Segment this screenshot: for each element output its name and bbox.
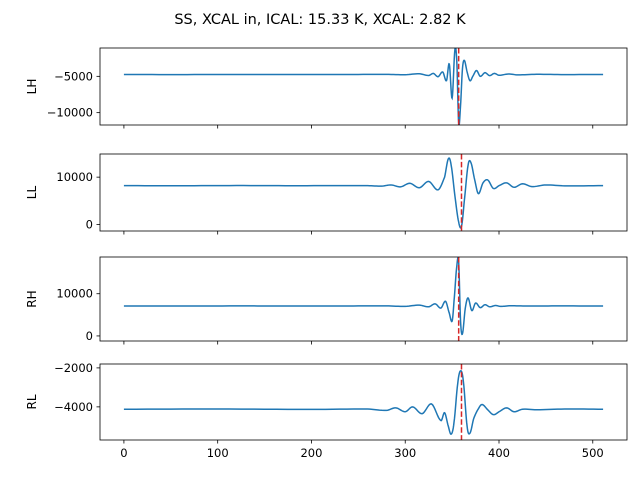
x-tick-label: 300 <box>394 446 416 460</box>
series-line-rh <box>123 257 604 336</box>
y-tick-label: 10000 <box>56 170 93 184</box>
x-tick-label: 100 <box>207 446 229 460</box>
y-axis-label-rl: RL <box>25 394 39 409</box>
axes-frame <box>99 153 628 232</box>
y-tick-label: 0 <box>86 329 93 343</box>
axes-frame <box>99 363 628 441</box>
series-line-ll <box>123 157 604 229</box>
y-axis-label-rh: RH <box>25 290 39 307</box>
x-tick-label: 200 <box>300 446 322 460</box>
y-axis-label-ll: LL <box>25 186 39 200</box>
subplot-ll: 0 10000 LL <box>25 153 628 235</box>
y-tick-label: 0 <box>86 217 93 231</box>
subplot-rl: −4000 −2000 0 100 200 300 400 500 RL <box>25 361 628 460</box>
axes-frame <box>99 47 628 126</box>
subplot-stack: −10000 −5000 LH 0 10000 LL 0 10000 RH −4000 −2000 0… <box>25 47 628 460</box>
y-tick-label: −10000 <box>47 106 93 120</box>
y-tick-label: −4000 <box>54 400 93 414</box>
subplot-rh: 0 10000 RH <box>25 256 628 345</box>
x-tick-label: 400 <box>488 446 510 460</box>
series-line-rl <box>123 370 604 435</box>
x-tick-label: 0 <box>120 446 127 460</box>
subplot-lh: −10000 −5000 LH <box>25 47 628 129</box>
y-tick-label: 10000 <box>56 287 93 301</box>
x-tick-label: 500 <box>582 446 604 460</box>
y-axis-label-lh: LH <box>25 79 39 95</box>
y-tick-label: −2000 <box>54 361 93 375</box>
y-tick-label: −5000 <box>54 69 93 83</box>
axes-frame <box>99 256 628 342</box>
figure-title: SS, XCAL in, ICAL: 15.33 K, XCAL: 2.82 K <box>174 12 466 28</box>
